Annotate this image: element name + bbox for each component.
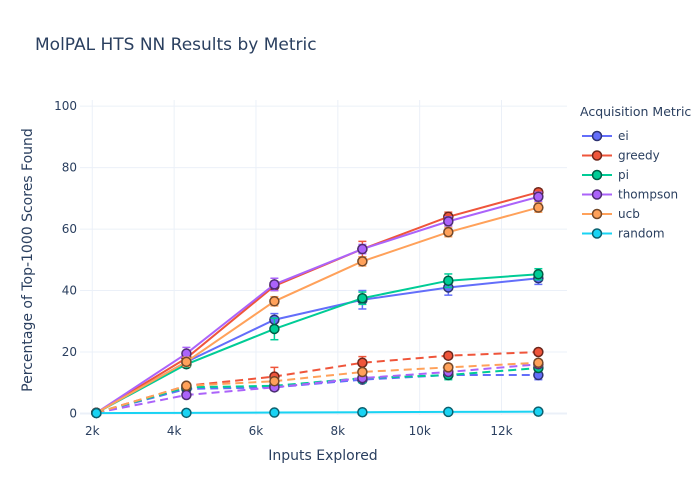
legend-marker xyxy=(591,169,603,181)
series-dashed-10 xyxy=(91,357,544,419)
series-line xyxy=(95,206,539,414)
legend-marker xyxy=(591,208,603,220)
series-line xyxy=(96,361,539,414)
data-point xyxy=(357,406,368,418)
legend-items: ei greedy pi thompson ucb random xyxy=(582,129,678,241)
legend-label: ucb xyxy=(618,207,640,221)
data-point xyxy=(533,346,544,358)
y-tick-label: 100 xyxy=(54,99,77,113)
legend-item-ei: ei xyxy=(582,129,629,143)
data-point xyxy=(443,350,454,361)
legend-marker xyxy=(591,228,603,239)
axis-layer: 2k 4k 6k 8k 10k 12k 0 20 40 60 80 100 xyxy=(54,99,513,438)
data-point xyxy=(181,407,192,419)
data-point xyxy=(181,380,192,392)
x-tick-label: 12k xyxy=(490,424,512,438)
data-point xyxy=(533,202,544,213)
legend-marker xyxy=(591,130,603,142)
x-axis-title: Inputs Explored xyxy=(268,448,377,464)
data-point xyxy=(533,406,544,417)
series-line xyxy=(95,273,539,414)
data-point xyxy=(269,407,280,418)
grid-layer xyxy=(80,100,567,415)
series-line xyxy=(96,363,539,414)
data-point xyxy=(357,292,368,304)
legend-marker xyxy=(591,150,603,161)
data-point xyxy=(443,362,454,373)
x-tick-label: 4k xyxy=(167,424,182,438)
legend-label: thompson xyxy=(618,188,678,202)
legend-marker xyxy=(591,189,603,200)
legend-item-random: random xyxy=(582,227,665,241)
data-point xyxy=(443,406,454,418)
data-point xyxy=(443,226,454,238)
data-point xyxy=(269,296,280,307)
series-layer xyxy=(91,186,544,419)
data-point xyxy=(269,279,280,290)
x-tick-label: 8k xyxy=(331,424,346,438)
data-point xyxy=(443,275,454,286)
x-tick-label: 2k xyxy=(85,424,100,438)
data-point xyxy=(181,389,192,401)
data-point xyxy=(533,268,544,280)
chart-title: MolPAL HTS NN Results by Metric xyxy=(35,35,317,55)
data-point xyxy=(91,407,102,419)
legend-item-greedy: greedy xyxy=(582,149,660,163)
data-point xyxy=(181,356,192,368)
legend-title: Acquisition Metric xyxy=(580,104,691,119)
legend-item-pi: pi xyxy=(582,168,629,182)
legend-label: pi xyxy=(618,168,629,182)
x-tick-label: 6k xyxy=(249,424,264,438)
y-tick-label: 0 xyxy=(69,406,77,420)
y-tick-label: 40 xyxy=(62,284,77,298)
series-line xyxy=(95,195,539,414)
data-point xyxy=(269,323,280,335)
y-tick-label: 20 xyxy=(62,345,77,359)
data-point xyxy=(357,357,368,369)
data-point xyxy=(533,191,544,203)
data-point xyxy=(443,216,454,227)
data-point xyxy=(357,243,368,255)
series-random xyxy=(91,406,544,419)
series-line xyxy=(96,410,539,415)
data-point xyxy=(357,256,368,267)
y-axis-title: Percentage of Top-1000 Scores Found xyxy=(20,128,36,392)
data-point xyxy=(533,357,544,369)
data-point xyxy=(357,366,368,378)
data-point xyxy=(269,375,280,387)
y-tick-label: 80 xyxy=(62,161,77,175)
series-thompson xyxy=(91,191,544,419)
legend-item-thompson: thompson xyxy=(582,188,678,202)
x-tick-label: 10k xyxy=(409,424,431,438)
legend: Acquisition Metric ei greedy pi thompson ucb… xyxy=(580,104,691,241)
legend-label: ei xyxy=(618,129,629,143)
y-tick-label: 60 xyxy=(62,222,77,236)
legend-label: greedy xyxy=(618,149,660,163)
legend-label: random xyxy=(618,227,665,241)
series-dashed-9 xyxy=(91,359,544,419)
legend-item-ucb: ucb xyxy=(582,207,640,221)
